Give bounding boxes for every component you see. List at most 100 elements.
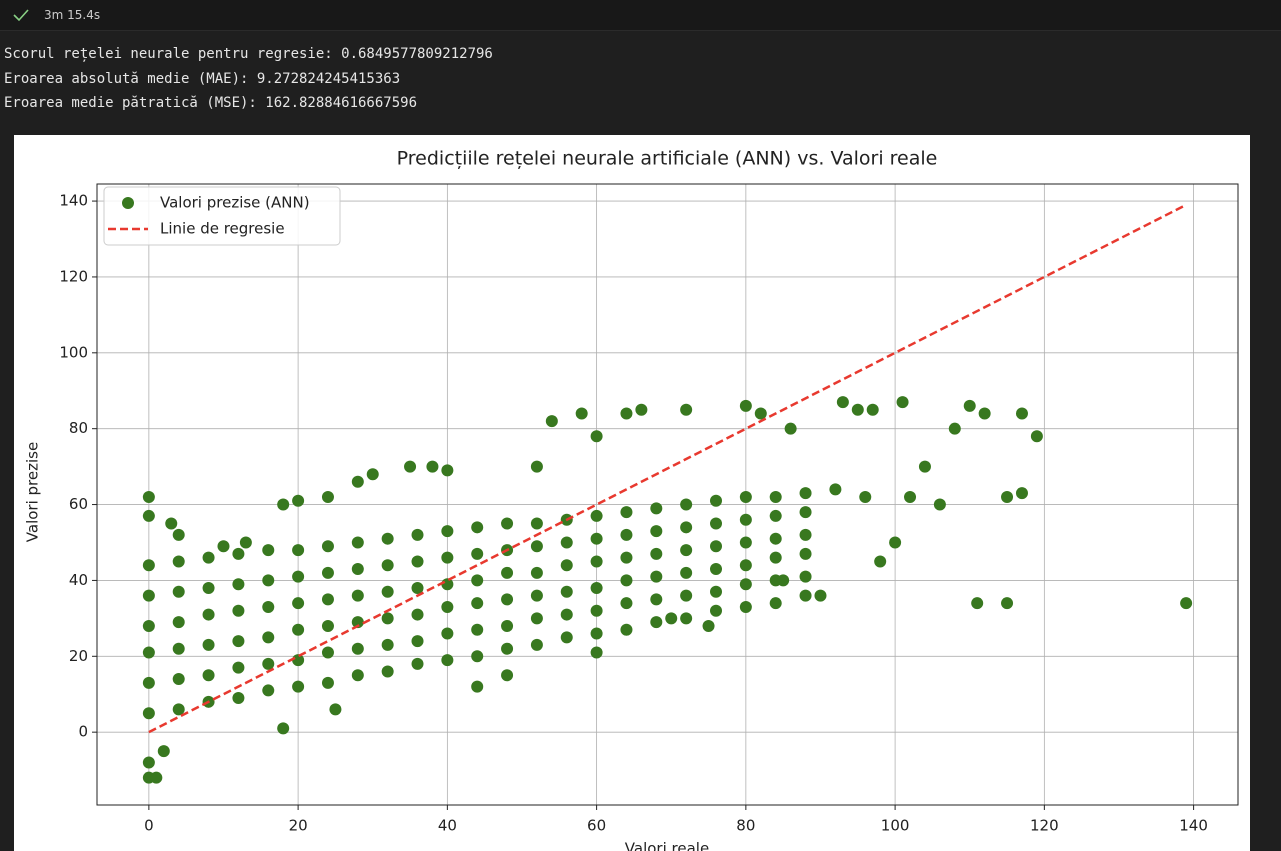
data-point [329,703,342,716]
data-point [142,509,155,522]
data-point [471,680,484,693]
data-point [321,490,334,503]
data-point [366,468,379,481]
data-point [739,600,752,613]
x-tick-label: 120 [1030,817,1059,835]
data-point [530,517,543,530]
data-point [777,574,790,587]
data-point [590,430,603,443]
data-point [471,547,484,560]
data-point [441,525,454,538]
data-point [172,585,185,598]
data-point [650,547,663,560]
data-point [165,517,178,530]
x-tick-label: 80 [736,817,755,835]
data-point [277,498,290,511]
data-point [948,422,961,435]
data-point [710,585,723,598]
data-point [381,585,394,598]
data-point [411,635,424,648]
data-point [620,506,633,519]
data-point [262,631,275,644]
data-point [501,642,514,655]
data-point [575,407,588,420]
data-point [404,460,417,473]
data-point [851,403,864,416]
data-point [262,600,275,613]
data-point [381,532,394,545]
data-point [441,578,454,591]
plot-frame [96,183,1239,806]
data-point [157,745,170,758]
data-point [142,756,155,769]
data-point [620,574,633,587]
output-line: Eroarea absolută medie (MAE): 9.27282424… [4,70,401,87]
data-point [501,619,514,632]
data-point [351,563,364,576]
x-tick-label: 140 [1179,817,1208,835]
y-tick-label: 140 [59,192,88,210]
output-line: Eroarea medie pătratică (MSE): 162.82884… [4,95,418,111]
data-point [351,616,364,629]
data-point [590,532,603,545]
data-point [739,578,752,591]
data-point [754,407,767,420]
data-point [501,593,514,606]
data-point [202,638,215,651]
data-point [904,490,917,503]
data-point [680,544,693,557]
data-point [202,582,215,595]
data-point [590,604,603,617]
check-icon [13,9,29,22]
data-point [710,494,723,507]
chart: Predicțiile rețelei neurale artificiale … [24,148,1239,851]
data-point [799,487,812,500]
data-point [217,540,230,553]
data-point [665,612,678,625]
data-point [1030,430,1043,443]
data-point [292,544,305,557]
data-point [351,536,364,549]
data-point [650,502,663,515]
data-point [471,521,484,534]
data-point [769,509,782,522]
data-point [530,460,543,473]
data-point [710,540,723,553]
figure: Predicțiile rețelei neurale artificiale … [14,135,1250,851]
legend-label: Valori prezise (ANN) [160,194,310,212]
data-point [142,559,155,572]
data-point [710,604,723,617]
cell-status-bar: 3m 15.4s [0,0,1281,31]
data-point [501,517,514,530]
data-point [202,551,215,564]
y-tick-label: 0 [78,723,88,741]
data-point [702,619,715,632]
data-point [799,570,812,583]
data-point [172,703,185,716]
y-axis-label: Valori prezise [24,442,42,542]
data-point [411,657,424,670]
data-point [232,635,245,648]
data-point [232,661,245,674]
data-point [321,593,334,606]
data-point [680,589,693,602]
data-point [918,460,931,473]
data-point [172,673,185,686]
data-point [889,536,902,549]
data-point [710,563,723,576]
data-point [530,589,543,602]
y-tick-label: 60 [69,495,88,513]
x-tick-label: 0 [144,817,154,835]
data-point [650,525,663,538]
data-point [530,612,543,625]
data-point [620,528,633,541]
data-point [262,657,275,670]
data-point [545,415,558,428]
chart-title: Predicțiile rețelei neurale artificiale … [397,148,938,170]
output-line: Scorul rețelei neurale pentru regresie: … [4,46,493,62]
data-point [172,555,185,568]
data-point [650,593,663,606]
data-point [530,540,543,553]
data-point [351,475,364,488]
